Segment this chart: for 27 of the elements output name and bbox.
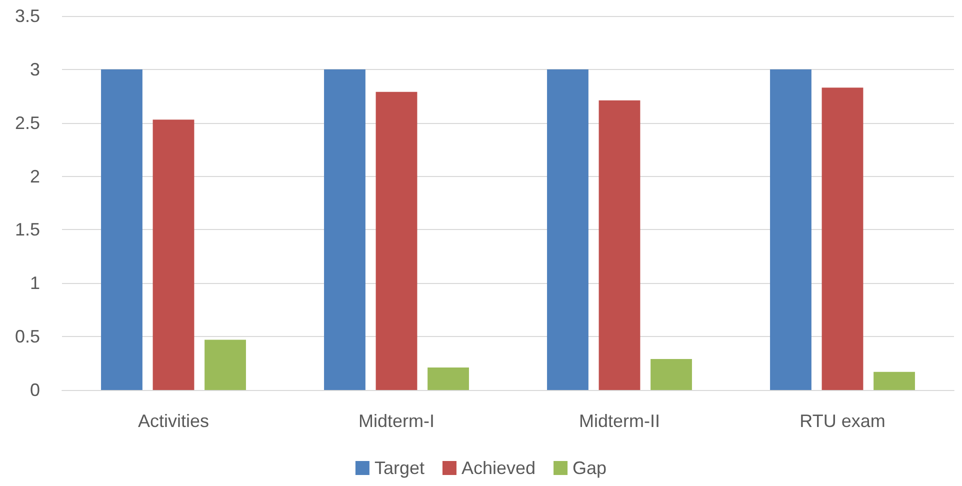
x-tick-label: Midterm-II — [579, 411, 660, 431]
y-tick-label: 1.5 — [14, 220, 40, 240]
y-tick-label: 0 — [30, 380, 40, 400]
y-tick-label: 0.5 — [14, 326, 40, 347]
bar — [428, 368, 469, 390]
bar — [598, 100, 640, 390]
x-tick-label: Activities — [138, 411, 210, 431]
y-tick-label: 3.5 — [14, 6, 40, 26]
bar — [324, 69, 366, 390]
y-tick-label: 2 — [30, 166, 40, 186]
y-tick-label: 2.5 — [14, 112, 40, 133]
y-tick-label: 3 — [30, 59, 40, 80]
legend-label: Gap — [572, 458, 607, 478]
y-tick-label: 1 — [30, 273, 40, 294]
legend-label: Target — [374, 458, 424, 478]
bar — [770, 69, 812, 390]
bar — [822, 88, 864, 390]
legend-label: Achieved — [461, 458, 536, 478]
bar — [376, 92, 418, 390]
bar — [152, 120, 194, 390]
bar — [650, 359, 692, 390]
bar — [204, 340, 246, 390]
bar — [101, 69, 142, 390]
bar — [547, 69, 588, 390]
x-tick-label: Midterm-I — [358, 411, 434, 431]
x-tick-label: RTU exam — [800, 411, 886, 431]
bar — [874, 372, 915, 390]
